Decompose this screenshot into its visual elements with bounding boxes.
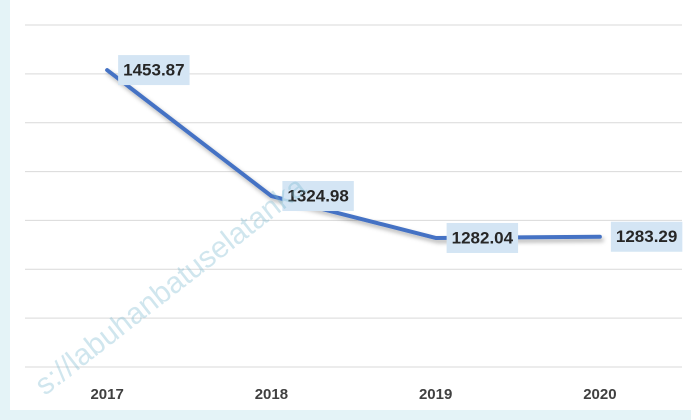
x-tick-label: 2019 [419,386,452,403]
data-label-box [282,181,354,212]
data-label-box [118,55,190,86]
x-tick-label: 2017 [90,386,123,403]
data-label: 1283.29 [616,227,677,246]
data-label-box [610,221,683,252]
data-label: 1453.87 [123,61,184,80]
x-tick-label: 2020 [583,386,616,403]
data-label: 1282.04 [452,228,514,247]
data-label: 1324.98 [287,187,348,206]
data-label-box [446,222,519,253]
x-tick-label: 2018 [255,386,288,403]
